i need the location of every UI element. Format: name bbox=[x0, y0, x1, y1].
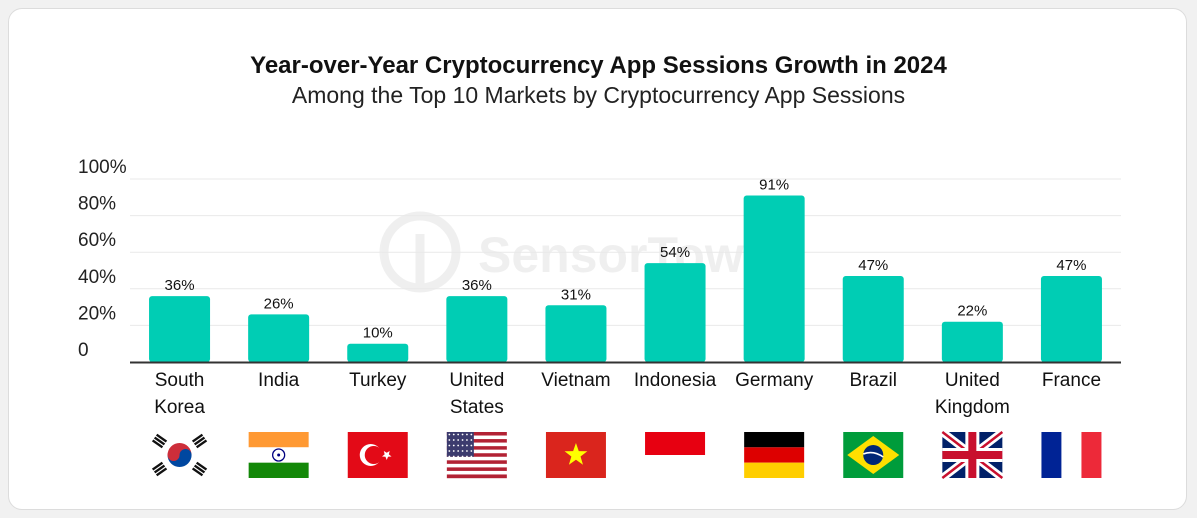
united-states-flag-icon bbox=[446, 432, 507, 479]
x-category-label: Korea bbox=[154, 397, 205, 418]
x-category-label: Kingdom bbox=[935, 397, 1010, 418]
chart-title: Year-over-Year Cryptocurrency App Sessio… bbox=[250, 52, 947, 79]
x-category-label: Indonesia bbox=[634, 370, 717, 391]
bar bbox=[1040, 275, 1102, 362]
bar bbox=[644, 263, 706, 362]
y-tick-label: 60% bbox=[78, 230, 116, 251]
bar bbox=[545, 305, 607, 362]
bar bbox=[248, 314, 310, 362]
bar bbox=[347, 343, 409, 362]
bar-value-label: 36% bbox=[165, 277, 195, 294]
bar bbox=[743, 195, 805, 362]
y-tick-label: 80% bbox=[78, 194, 116, 215]
bar-value-label: 47% bbox=[858, 257, 888, 274]
x-category-label: States bbox=[450, 397, 504, 418]
y-tick-label: 40% bbox=[78, 267, 116, 288]
x-category-label: Germany bbox=[735, 370, 814, 391]
x-category-label: Vietnam bbox=[541, 370, 610, 391]
turkey-flag-icon bbox=[347, 432, 408, 478]
bar-value-label: 31% bbox=[561, 286, 591, 303]
watermark-text: SensorTower bbox=[478, 227, 791, 283]
x-category-label: Brazil bbox=[849, 370, 897, 391]
y-tick-label: 20% bbox=[78, 303, 116, 324]
bar-value-label: 91% bbox=[759, 176, 789, 193]
x-category-label: United bbox=[449, 370, 504, 391]
bar bbox=[842, 275, 904, 362]
bar-value-label: 26% bbox=[264, 295, 294, 312]
x-category-label: India bbox=[258, 370, 300, 391]
india-flag-icon bbox=[248, 432, 309, 478]
indonesia-flag-icon bbox=[645, 432, 706, 478]
chart-card bbox=[8, 8, 1187, 510]
y-tick-label: 100% bbox=[78, 157, 127, 178]
bar-value-label: 47% bbox=[1056, 257, 1086, 274]
vietnam-flag-icon bbox=[545, 432, 606, 478]
bar bbox=[149, 296, 211, 362]
x-category-label: South bbox=[155, 370, 205, 391]
bar-value-label: 22% bbox=[957, 303, 987, 320]
chart-subtitle: Among the Top 10 Markets by Cryptocurren… bbox=[291, 82, 906, 108]
x-category-label: Turkey bbox=[349, 370, 407, 391]
france-flag-icon bbox=[1041, 432, 1102, 478]
bar-value-label: 10% bbox=[363, 325, 393, 342]
bar-value-label: 54% bbox=[660, 244, 690, 261]
bar-value-label: 36% bbox=[462, 277, 492, 294]
bar bbox=[446, 296, 508, 362]
y-tick-label: 0 bbox=[78, 340, 89, 361]
south-korea-flag-icon bbox=[149, 432, 210, 478]
bar bbox=[941, 321, 1003, 362]
brazil-flag-icon bbox=[843, 432, 904, 478]
x-category-label: United bbox=[945, 370, 1000, 391]
united-kingdom-flag-icon bbox=[939, 428, 1005, 482]
germany-flag-icon bbox=[744, 432, 805, 478]
x-category-label: France bbox=[1042, 370, 1101, 391]
